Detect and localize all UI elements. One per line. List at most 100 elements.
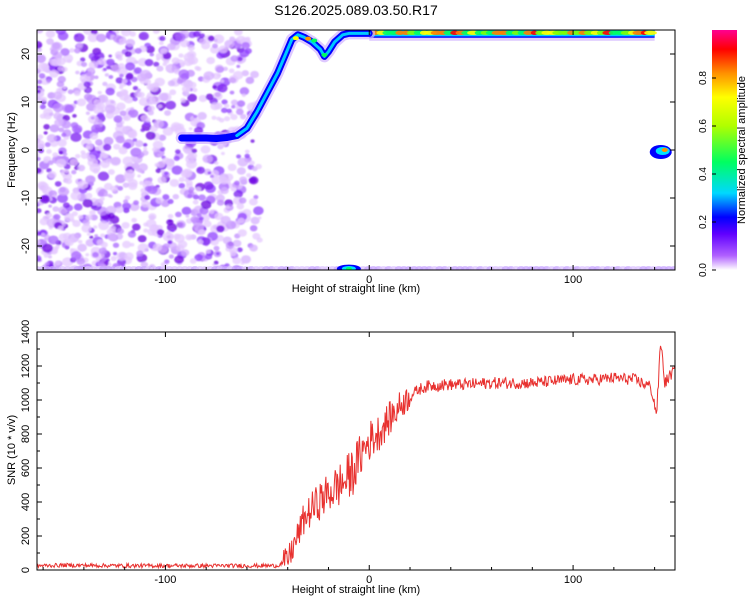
noise-speckle — [214, 161, 219, 165]
noise-speckle — [203, 71, 215, 81]
noise-speckle — [185, 234, 193, 241]
noise-speckle — [222, 66, 228, 72]
heatmap-x-tick-label: 0 — [366, 274, 372, 286]
noise-speckle — [38, 182, 49, 192]
noise-speckle — [180, 97, 186, 103]
noise-speckle — [57, 139, 67, 147]
noise-speckle — [89, 235, 94, 239]
noise-speckle — [75, 153, 81, 159]
noise-speckle — [77, 180, 89, 190]
noise-speckle — [221, 107, 228, 114]
noise-speckle — [69, 248, 74, 252]
noise-speckle — [237, 217, 245, 224]
top-band-hotspot — [395, 30, 405, 36]
noise-speckle — [205, 249, 211, 254]
noise-speckle — [152, 30, 160, 34]
noise-speckle — [221, 99, 228, 105]
noise-speckle — [108, 54, 112, 58]
noise-speckle — [39, 217, 49, 226]
noise-speckle — [122, 114, 131, 122]
noise-speckle — [163, 171, 169, 176]
noise-speckle — [207, 171, 212, 175]
noise-speckle — [52, 152, 59, 158]
heatmap-x-tick-label: -100 — [154, 274, 176, 286]
noise-speckle — [102, 67, 107, 72]
noise-speckle — [73, 203, 83, 211]
noise-speckle — [165, 100, 176, 110]
noise-speckle — [192, 199, 199, 205]
snr-y-label: SNR (10 * v/v) — [6, 415, 18, 485]
noise-speckle — [167, 240, 173, 245]
noise-speckle — [131, 217, 137, 223]
snr-panel: -100 0 100 0 200 400 600 800 1000 1200 1400 Heigh… — [6, 320, 676, 596]
noise-speckle — [55, 158, 67, 168]
noise-speckle — [166, 223, 178, 232]
noise-speckle — [235, 108, 244, 116]
figure-title: S126.2025.089.03.50.R17 — [274, 2, 438, 18]
noise-speckle — [138, 97, 149, 106]
noise-speckle — [132, 138, 138, 142]
noise-speckle — [58, 233, 68, 242]
noise-speckle — [137, 256, 142, 260]
noise-speckle — [77, 243, 87, 252]
noise-speckle — [143, 147, 148, 151]
noise-speckle — [80, 152, 89, 159]
noise-speckle — [107, 212, 115, 219]
noise-speckle — [110, 100, 115, 104]
noise-speckle — [144, 58, 154, 67]
noise-speckle — [100, 233, 106, 238]
noise-speckle — [43, 131, 48, 135]
heatmap-y-tick-label: 0 — [20, 147, 32, 153]
noise-speckle — [193, 31, 201, 38]
noise-speckle — [149, 52, 155, 57]
noise-speckle — [46, 38, 54, 45]
noise-speckle — [135, 167, 140, 172]
noise-speckle — [236, 154, 242, 159]
noise-speckle — [230, 55, 239, 62]
noise-speckle — [234, 30, 243, 36]
noise-speckle — [65, 238, 74, 247]
top-band-hotspot — [561, 30, 569, 36]
noise-speckle — [163, 59, 170, 64]
top-band-hotspot — [644, 30, 657, 36]
noise-speckle — [175, 149, 181, 154]
noise-speckle — [104, 73, 109, 77]
noise-speckle — [57, 186, 69, 196]
noise-speckle — [37, 30, 44, 34]
noise-speckle — [73, 90, 81, 97]
noise-speckle — [149, 95, 161, 105]
noise-speckle — [147, 185, 158, 195]
snr-y-tick-label: 200 — [20, 527, 32, 545]
ridge-hotspot — [321, 52, 328, 57]
noise-speckle — [75, 70, 80, 75]
noise-speckle — [44, 262, 50, 267]
colorbar-tick-label: 0.6 — [698, 119, 709, 133]
top-band-hotspot — [413, 30, 423, 36]
noise-speckle — [84, 192, 93, 200]
noise-speckle — [76, 98, 87, 107]
noise-speckle — [162, 194, 170, 201]
noise-speckle — [57, 193, 69, 203]
noise-speckle — [40, 96, 47, 102]
noise-speckle — [81, 61, 88, 67]
noise-speckle — [73, 33, 85, 43]
noise-speckle — [107, 232, 118, 242]
noise-speckle — [54, 181, 62, 187]
noise-speckle — [224, 103, 230, 109]
noise-speckle — [189, 258, 197, 264]
snr-y-tick-label: 1000 — [20, 388, 32, 412]
noise-speckle — [178, 53, 184, 58]
noise-speckle — [37, 255, 42, 262]
noise-speckle — [236, 64, 241, 69]
noise-speckle — [206, 56, 216, 65]
noise-speckle — [64, 169, 70, 174]
noise-speckle — [72, 113, 77, 118]
noise-speckle — [197, 239, 204, 245]
noise-speckle — [234, 180, 240, 186]
noise-speckle — [187, 93, 197, 102]
noise-speckle — [245, 76, 255, 85]
noise-speckle — [198, 194, 206, 201]
noise-speckle — [51, 58, 62, 67]
noise-speckle — [123, 172, 135, 182]
